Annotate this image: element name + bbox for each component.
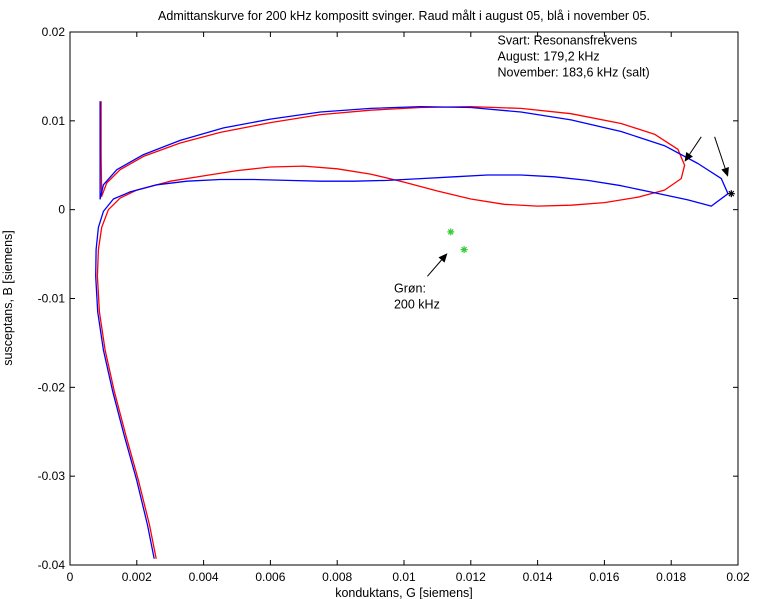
y-tick-label: 0 [58,203,65,217]
annotation-arrow [684,136,702,162]
x-axis-label: konduktans, G [siemens] [335,586,473,599]
series-line-blue [95,101,729,559]
y-tick-label: -0.02 [38,380,66,394]
series-layer [95,101,729,559]
x-tick-label: 0.014 [523,570,553,584]
star-marker [447,228,455,236]
x-axis: 0 0.002 0.004 0.006 0.008 0.01 0.012 0.014 0.016… [67,32,750,584]
x-tick-label: 0 [67,570,74,584]
y-axis: 0.02 0.01 0 -0.01 -0.02 -0.03 -0.04 [38,25,738,572]
star-marker [460,246,468,254]
y-tick-label: 0.02 [42,25,66,39]
x-tick-label: 0.004 [189,570,219,584]
annotation-layer: Svart: Resonansfrekvens August: 179,2 kHz… [394,33,650,311]
star-marker [727,190,735,198]
chart-title: Admittanskurve for 200 kHz kompositt svi… [158,9,650,23]
x-tick-label: 0.02 [726,570,750,584]
x-tick-label: 0.018 [656,570,686,584]
x-tick-label: 0.01 [392,570,416,584]
annotation-text: Grøn: [394,281,426,295]
x-tick-label: 0.012 [456,570,486,584]
x-tick-label: 0.002 [122,570,152,584]
annotation-text: November: 183,6 kHz (salt) [498,65,650,79]
arrow-layer [427,136,729,277]
y-tick-label: -0.01 [38,292,66,306]
x-tick-label: 0.006 [255,570,285,584]
series-line-red [96,101,686,559]
marker-layer [447,190,735,254]
y-tick-label: -0.03 [38,469,66,483]
y-tick-label: 0.01 [42,114,66,128]
annotation-text: Svart: Resonansfrekvens [498,33,638,47]
annotation-arrow [427,253,448,277]
x-tick-label: 0.008 [322,570,352,584]
annotation-arrow [714,136,729,177]
y-tick-label: -0.04 [38,558,66,572]
annotation-text: August: 179,2 kHz [498,49,600,63]
y-axis-label: susceptans, B [siemens] [1,230,15,365]
x-tick-label: 0.016 [589,570,619,584]
annotation-text: 200 kHz [394,297,440,311]
